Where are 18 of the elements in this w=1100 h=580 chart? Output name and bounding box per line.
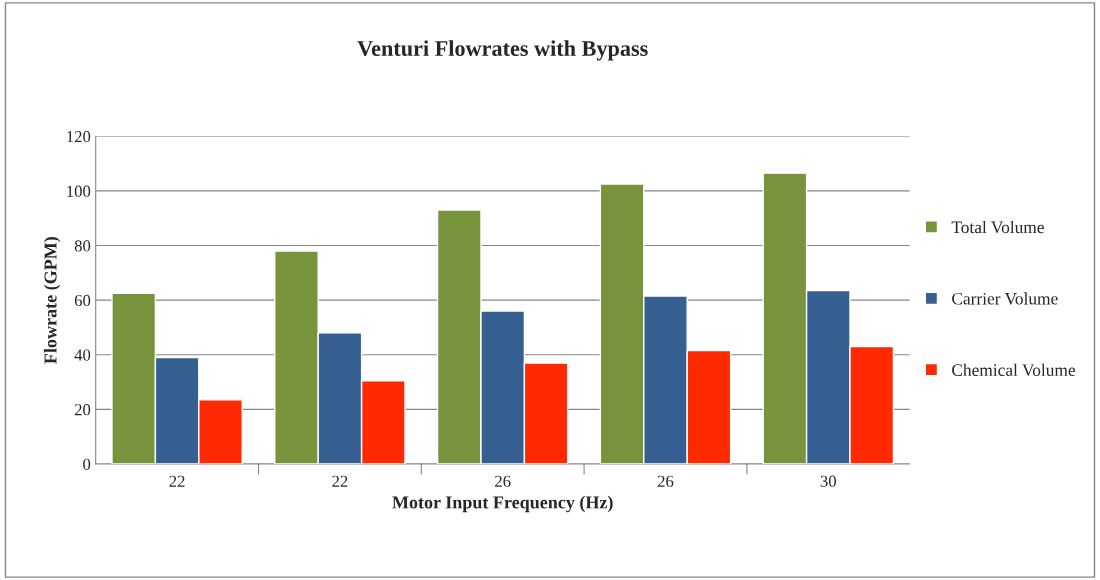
x-tick-label: 22 [332, 475, 348, 487]
y-tick-label: 120 [67, 131, 91, 143]
y-tick-label: 60 [74, 294, 91, 307]
y-tick-label: 20 [74, 404, 91, 416]
y-tick-label: 40 [74, 349, 91, 361]
x-axis-title: Motor Input Frequency (Hz) [392, 495, 613, 513]
y-tick-label: 0 [83, 458, 91, 470]
legend-label: Carrier Volume [952, 292, 1058, 305]
y-axis-title: Flowrate (GPM) [43, 237, 61, 364]
legend-label: Total Volume [951, 220, 1044, 234]
x-tick-label: 22 [169, 475, 185, 487]
x-tick-label: 26 [495, 475, 511, 487]
y-tick-label: 100 [67, 185, 91, 197]
legend-label: Chemical Volume [952, 363, 1076, 377]
x-tick-label: 30 [820, 475, 836, 487]
y-tick-label: 80 [74, 240, 91, 252]
x-tick-label: 26 [657, 475, 674, 487]
chart-title: Venturi Flowrates with Bypass [357, 40, 648, 61]
